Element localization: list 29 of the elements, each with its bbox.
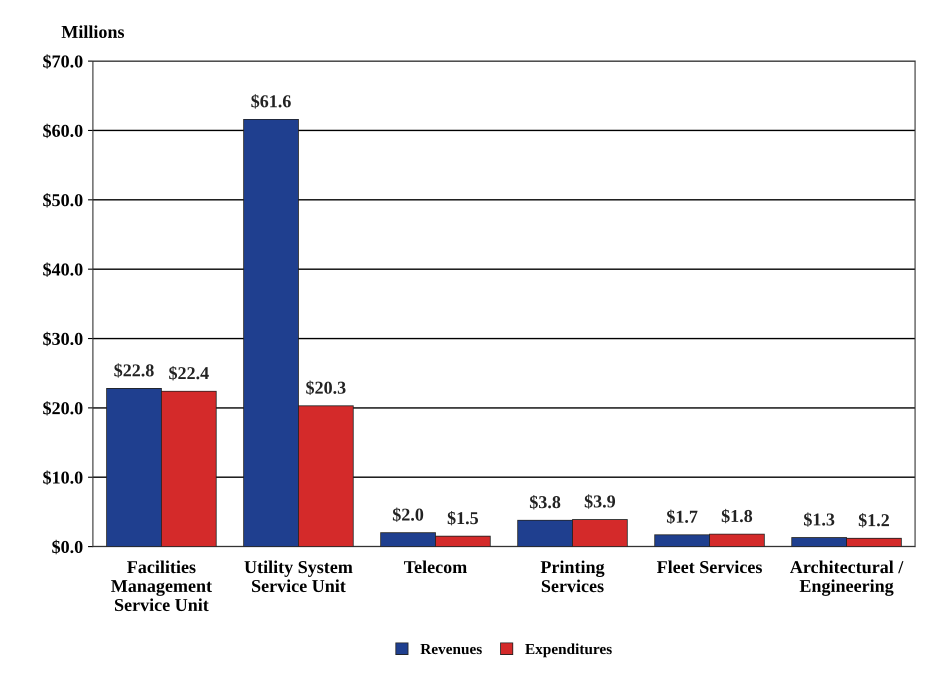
legend-label: Revenues — [420, 644, 482, 654]
data-label: $3.9 — [584, 494, 616, 509]
y-tick-label: $20.0 — [43, 401, 82, 416]
data-label: $1.7 — [666, 510, 698, 524]
data-label: $1.8 — [722, 508, 752, 524]
y-tick-label: $10.0 — [43, 470, 82, 485]
y-tick-label: $0.0 — [52, 540, 82, 554]
y-axis-title: Millions — [62, 25, 124, 38]
x-tick-label: Telecom — [404, 560, 467, 574]
y-tick-label: $60.0 — [43, 124, 82, 138]
legend-label: Expenditures — [525, 643, 612, 658]
x-tick-label: Facilities Management Service Unit — [111, 560, 212, 612]
data-label: $1.2 — [858, 513, 889, 528]
data-label: $22.8 — [114, 363, 154, 378]
data-label: $1.5 — [448, 510, 478, 526]
data-label: $3.8 — [530, 494, 560, 510]
x-tick-label: Architectural / Engineering — [790, 560, 904, 596]
data-label: $22.4 — [169, 366, 209, 380]
y-tick-label: $50.0 — [43, 193, 82, 208]
data-label: $2.0 — [392, 507, 424, 522]
data-label: $1.3 — [804, 512, 834, 527]
x-tick-label: Fleet Services — [656, 560, 762, 574]
y-tick-label: $30.0 — [43, 332, 82, 346]
data-label: $20.3 — [306, 380, 346, 396]
y-tick-label: $70.0 — [43, 54, 82, 69]
y-tick-label: $40.0 — [43, 262, 82, 277]
x-tick-label: Utility System Service Unit — [244, 560, 353, 592]
x-tick-label: Printing Services — [540, 560, 604, 592]
data-label: $61.6 — [251, 94, 291, 109]
